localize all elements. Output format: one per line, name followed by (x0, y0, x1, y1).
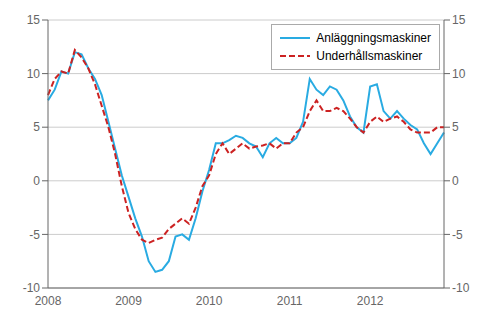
svg-text:15: 15 (452, 13, 466, 27)
svg-text:15: 15 (27, 13, 41, 27)
svg-text:-10: -10 (452, 281, 470, 295)
svg-text:2010: 2010 (196, 294, 223, 308)
svg-text:2011: 2011 (277, 294, 303, 308)
svg-text:10: 10 (27, 67, 41, 81)
html-text:Anläggningsmaskiner: Anläggningsmaskiner (316, 31, 431, 45)
svg-text:5: 5 (33, 120, 40, 134)
svg-text:2008: 2008 (35, 294, 62, 308)
svg-text:5: 5 (452, 120, 459, 134)
svg-text:0: 0 (33, 174, 40, 188)
svg-text:0: 0 (452, 174, 459, 188)
html-text:Underhållsmaskiner: Underhållsmaskiner (316, 49, 423, 63)
svg-text:2012: 2012 (357, 294, 384, 308)
svg-text:-5: -5 (452, 228, 463, 242)
svg-text:-5: -5 (29, 228, 40, 242)
svg-text:2009: 2009 (115, 294, 142, 308)
svg-text:-10: -10 (23, 281, 41, 295)
svg-text:10: 10 (452, 67, 466, 81)
